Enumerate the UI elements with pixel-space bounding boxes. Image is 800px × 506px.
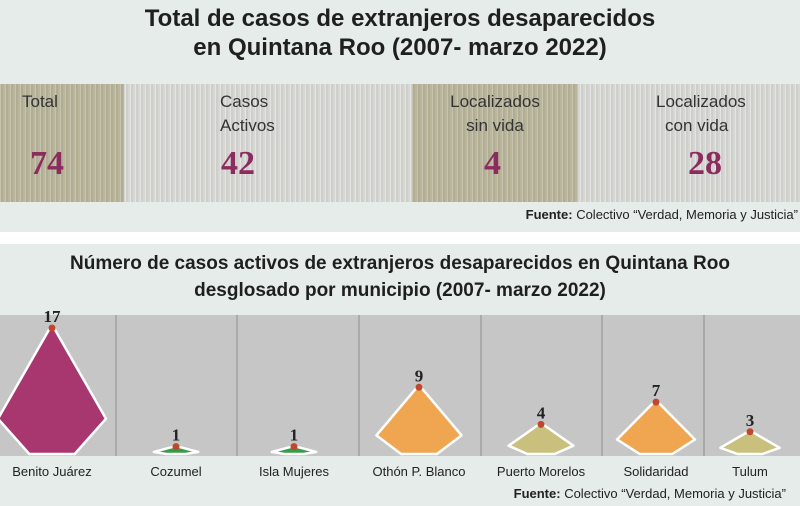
stat-alive-label-line2: con vida — [665, 116, 729, 135]
source-bottom-text: Colectivo “Verdad, Memoria y Justicia” — [560, 486, 786, 501]
data-label-5: 4 — [537, 403, 546, 422]
summary-panel: Total de casos de extranjeros desapareci… — [0, 0, 800, 232]
chart-panel: Número de casos activos de extranjeros d… — [0, 244, 800, 506]
summary-title-line2: en Quintana Roo (2007- marzo 2022) — [193, 34, 607, 61]
data-label-3: 1 — [290, 426, 299, 445]
data-label-4: 9 — [415, 366, 424, 385]
source-top-text: Colectivo “Verdad, Memoria y Justicia” — [572, 207, 798, 222]
stat-deceased-label-line2: sin vida — [466, 116, 524, 135]
peak-marker-4 — [415, 383, 423, 391]
stats-strip: Total 74 Casos Activos 42 Localizados si… — [0, 84, 800, 202]
stat-total-value: 74 — [30, 145, 64, 182]
peak-marker-6 — [652, 398, 660, 406]
municipality-chart: 17 Benito Juárez 1 Cozumel 1 Isla Mujeres 9 Oth… — [0, 307, 800, 479]
stat-total-label-line1: Total — [22, 92, 58, 111]
stat-active: Casos Activos 42 — [124, 84, 412, 202]
stat-alive: Localizados con vida 28 — [578, 84, 800, 202]
category-label-7: Tulum — [732, 464, 768, 479]
category-label-4: Othón P. Blanco — [373, 464, 466, 479]
category-label-5: Puerto Morelos — [497, 464, 586, 479]
category-label-6: Solidaridad — [623, 464, 688, 479]
stat-deceased-label-line1: Localizados — [450, 92, 540, 111]
source-bottom-key: Fuente: — [513, 486, 561, 501]
stat-active-label: Casos Activos — [124, 90, 412, 138]
peak-marker-2 — [172, 443, 180, 451]
peak-marker-7 — [746, 428, 754, 436]
stat-deceased-label: Localizados sin vida — [412, 90, 578, 138]
stat-alive-label: Localizados con vida — [578, 90, 800, 138]
data-label-7: 3 — [746, 411, 755, 430]
stat-alive-value: 28 — [688, 145, 722, 182]
source-top: Fuente: Colectivo “Verdad, Memoria y Jus… — [526, 207, 798, 222]
stat-active-label-line1: Casos — [220, 92, 269, 111]
stat-total: Total 74 — [0, 84, 124, 202]
peak-marker-3 — [290, 443, 298, 451]
chart-title: Número de casos activos de extranjeros d… — [0, 250, 800, 304]
summary-title-line1: Total de casos de extranjeros desapareci… — [144, 5, 656, 32]
stat-active-value: 42 — [221, 145, 255, 182]
data-label-6: 7 — [652, 381, 661, 400]
source-bottom: Fuente: Colectivo “Verdad, Memoria y Jus… — [514, 486, 786, 501]
chart-title-line2: desglosado por municipio (2007- marzo 20… — [194, 280, 606, 301]
chart-title-line1: Número de casos activos de extranjeros d… — [70, 253, 730, 274]
data-label-2: 1 — [172, 426, 181, 445]
stat-deceased-value: 4 — [484, 145, 501, 182]
source-top-key: Fuente: — [525, 207, 573, 222]
summary-title: Total de casos de extranjeros desapareci… — [0, 4, 800, 62]
stat-total-label: Total — [0, 90, 124, 114]
category-label-2: Cozumel — [150, 464, 201, 479]
stat-alive-label-line1: Localizados — [656, 92, 746, 111]
stat-active-label-line2: Activos — [220, 116, 275, 135]
stat-deceased: Localizados sin vida 4 — [412, 84, 578, 202]
peak-marker-1 — [48, 324, 56, 332]
category-label-1: Benito Juárez — [12, 464, 92, 479]
peak-marker-5 — [537, 420, 545, 428]
category-label-3: Isla Mujeres — [259, 464, 330, 479]
data-label-1: 17 — [44, 307, 62, 326]
